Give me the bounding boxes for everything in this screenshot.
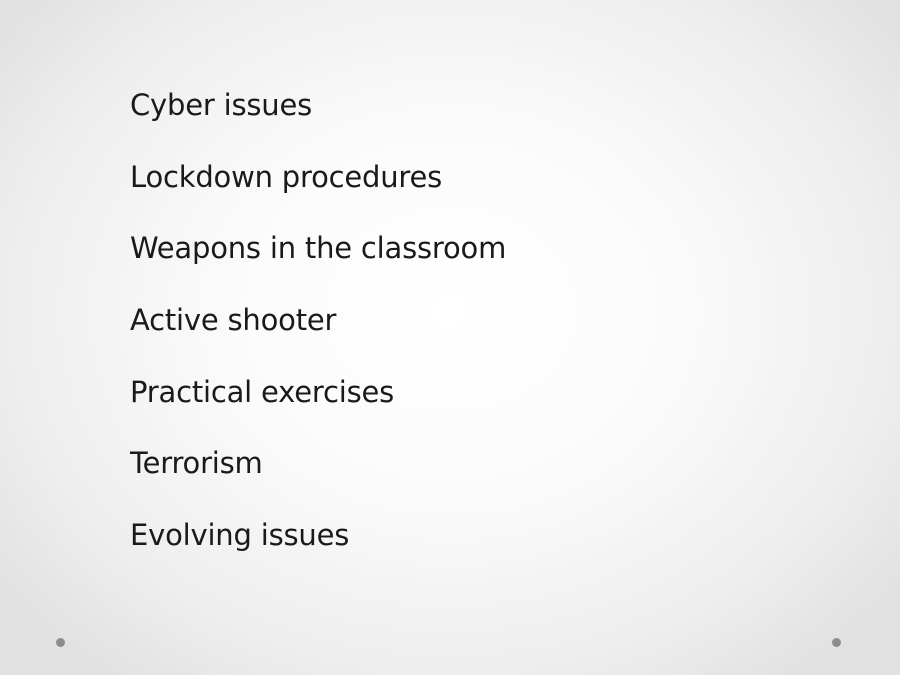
decorative-dot-right xyxy=(832,638,841,647)
list-item: Terrorism xyxy=(130,446,263,481)
list-item: Active shooter xyxy=(130,303,337,338)
bullet-list: Cyber issues Lockdown procedures Weapons… xyxy=(130,86,810,588)
list-item: Cyber issues xyxy=(130,88,313,122)
list-item: Lockdown procedures xyxy=(130,159,443,194)
decorative-dot-left xyxy=(56,638,65,647)
list-item: Practical exercises xyxy=(130,374,395,409)
list-item: Weapons in the classroom xyxy=(130,231,507,266)
list-item: Evolving issues xyxy=(130,518,350,553)
